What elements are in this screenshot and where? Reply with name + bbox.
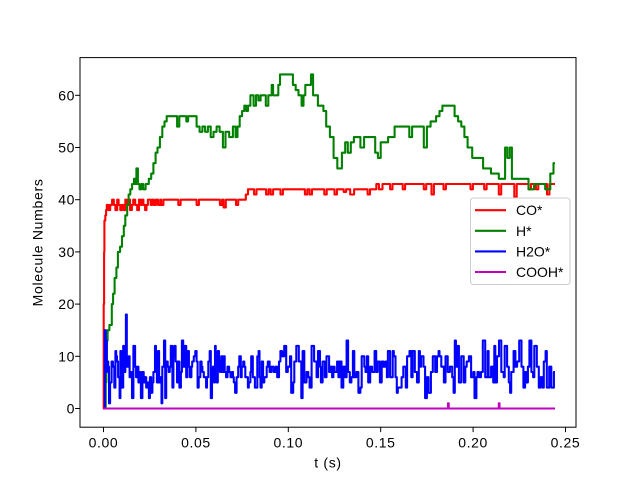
svg-text:30: 30	[58, 244, 75, 260]
svg-text:0.20: 0.20	[458, 435, 488, 451]
svg-text:0.00: 0.00	[89, 435, 119, 451]
svg-text:10: 10	[58, 348, 75, 364]
svg-text:CO*: CO*	[516, 202, 543, 218]
svg-text:50: 50	[58, 140, 75, 156]
svg-text:COOH*: COOH*	[516, 264, 564, 280]
svg-text:0: 0	[67, 401, 75, 417]
svg-text:H*: H*	[516, 223, 532, 239]
svg-text:60: 60	[58, 87, 75, 103]
svg-text:0.10: 0.10	[273, 435, 303, 451]
svg-text:H2O*: H2O*	[516, 243, 551, 259]
svg-text:0.15: 0.15	[366, 435, 396, 451]
svg-text:t (s): t (s)	[314, 455, 342, 471]
svg-text:Molecule Numbers: Molecule Numbers	[30, 178, 46, 306]
svg-text:40: 40	[58, 192, 75, 208]
svg-text:20: 20	[58, 296, 75, 312]
svg-text:0.25: 0.25	[551, 435, 581, 451]
svg-text:0.05: 0.05	[181, 435, 211, 451]
